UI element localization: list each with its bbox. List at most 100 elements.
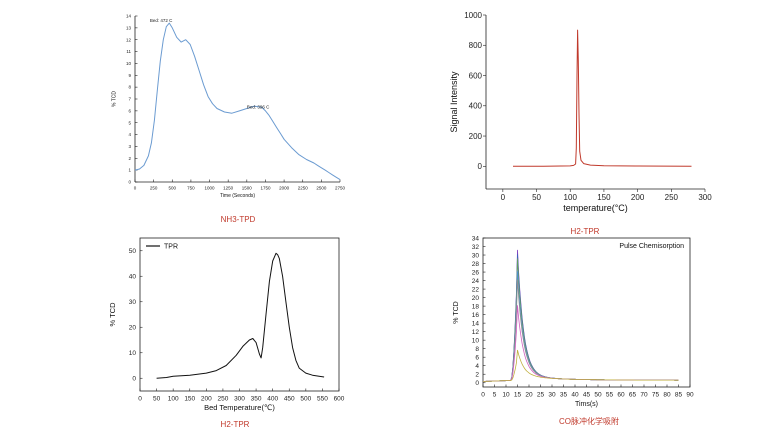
x-axis-label: Tims(s): [575, 401, 598, 408]
x-tick-label: 2000: [279, 186, 290, 191]
y-tick-label: 28: [472, 261, 480, 268]
y-tick-label: 10: [126, 61, 132, 66]
h2-tpr-signal-chart: 0 50 100 150 200 250 300 0 200 400 600 800 1000 tempe…: [449, 11, 712, 213]
y-tick-label: 800: [469, 41, 483, 50]
x-tick-label: 2750: [335, 186, 346, 191]
x-tick-label: 500: [300, 396, 311, 403]
x-tick-label: 100: [564, 193, 578, 202]
series-line-pulse-2: [482, 254, 679, 382]
y-tick-label: 0: [475, 380, 479, 387]
x-tick-label: 45: [583, 392, 591, 399]
peak-annotation: Bed: 472 C: [150, 18, 173, 23]
tpr-chart: 0 50 100 150 200 250 300 350 400 450 500 550 600 0 10 2…: [108, 237, 345, 412]
series-line-pulse-7: [482, 349, 679, 382]
x-tick-label: 90: [686, 392, 694, 399]
y-tick-label: 9: [128, 73, 131, 78]
y-tick-label: 4: [475, 363, 479, 370]
y-tick-label: 6: [128, 108, 131, 113]
x-tick-label: 550: [317, 396, 328, 403]
x-tick-label: 75: [652, 392, 660, 399]
x-tick-label: 80: [663, 392, 671, 399]
y-tick-label: 10: [472, 337, 480, 344]
series-line-pulse-4: [482, 271, 679, 382]
x-tick-label: 50: [153, 396, 161, 403]
y-tick-label: 8: [128, 85, 131, 90]
x-tick-label: 5: [493, 392, 497, 399]
y-tick-label: 14: [472, 320, 480, 327]
series-line-nh3-tpd: [134, 22, 341, 181]
x-axis-label: Time (Seconds): [220, 193, 255, 199]
y-tick-label: 14: [126, 14, 132, 19]
y-tick-label: 11: [126, 49, 131, 54]
x-tick-label: 65: [629, 392, 637, 399]
y-tick-label: 18: [472, 303, 480, 310]
y-axis-label: Signal Intensity: [449, 71, 459, 133]
nh3-caption: NH3-TPD: [220, 215, 256, 224]
y-tick-label: 2: [128, 156, 131, 161]
x-tick-label: 85: [675, 392, 683, 399]
x-tick-label: 1000: [205, 186, 216, 191]
series-line-pulse-3: [482, 258, 679, 382]
x-tick-label: 150: [597, 193, 611, 202]
y-tick-label: 12: [472, 329, 480, 336]
x-axis-label: temperature(°C): [563, 203, 628, 213]
y-tick-label: 1: [128, 168, 131, 173]
x-tick-label: 400: [267, 396, 278, 403]
y-tick-label: 16: [472, 312, 480, 319]
pulse-chemisorption-chart: 0 5 10 15 20 25 30 35 40 45 50 55 60 65 70 75 80 85 900246…: [453, 235, 694, 408]
legend-label: TPR: [164, 244, 178, 251]
y-tick-label: 0: [132, 376, 136, 383]
x-tick-label: 750: [187, 186, 195, 191]
y-tick-label: 7: [128, 97, 131, 102]
x-tick-label: 200: [201, 396, 212, 403]
y-tick-label: 30: [129, 299, 137, 306]
x-tick-label: 2500: [316, 186, 327, 191]
x-tick-label: 1250: [223, 186, 234, 191]
x-tick-label: 250: [150, 186, 158, 191]
y-tick-label: 40: [129, 274, 137, 281]
x-tick-label: 35: [560, 392, 568, 399]
x-tick-label: 20: [525, 392, 533, 399]
y-tick-label: 1000: [464, 11, 482, 20]
series-line-pulse-5: [482, 279, 679, 382]
y-tick-label: 8: [475, 346, 479, 353]
y-tick-label: 34: [472, 235, 480, 242]
nh3-tpd-chart: 0 250 500 750 1000 1250 1500 1750 2000 2250 2500 27…: [111, 14, 345, 199]
x-tick-label: 0: [501, 193, 506, 202]
y-axis-label: % TCD: [108, 302, 117, 327]
x-tick-label: 450: [284, 396, 295, 403]
x-tick-label: 150: [184, 396, 195, 403]
x-tick-label: 600: [334, 396, 345, 403]
y-tick-label: 5: [128, 120, 131, 125]
x-tick-label: 25: [537, 392, 545, 399]
tpr-caption: H2-TPR: [220, 420, 250, 429]
y-tick-label: 20: [129, 325, 137, 332]
x-tick-label: 15: [514, 392, 522, 399]
x-tick-label: 50: [594, 392, 602, 399]
y-tick-label: 24: [472, 278, 480, 285]
x-tick-label: 0: [138, 396, 142, 403]
y-tick-label: 2: [475, 372, 479, 379]
x-tick-label: 250: [217, 396, 228, 403]
y-tick-label: 200: [469, 132, 483, 141]
y-axis-label: % TCD: [111, 91, 117, 107]
y-tick-label: 22: [472, 286, 480, 293]
y-tick-label: 20: [472, 295, 480, 302]
x-tick-label: 55: [606, 392, 614, 399]
x-tick-label: 40: [571, 392, 579, 399]
y-tick-label: 3: [128, 144, 131, 149]
x-tick-label: 500: [169, 186, 177, 191]
x-tick-label: 300: [698, 193, 712, 202]
x-tick-label: 200: [631, 193, 645, 202]
x-tick-label: 250: [665, 193, 679, 202]
x-tick-label: 1500: [242, 186, 253, 191]
y-tick-label: 26: [472, 269, 480, 276]
x-tick-label: 30: [548, 392, 556, 399]
y-tick-label: 12: [126, 37, 132, 42]
x-tick-label: 300: [234, 396, 245, 403]
y-tick-label: 600: [469, 71, 483, 80]
y-tick-label: 13: [126, 25, 132, 30]
x-tick-label: 0: [481, 392, 485, 399]
x-axis-label: Bed Temperature(℃): [204, 403, 275, 412]
series-line-pulse-1: [482, 249, 679, 382]
